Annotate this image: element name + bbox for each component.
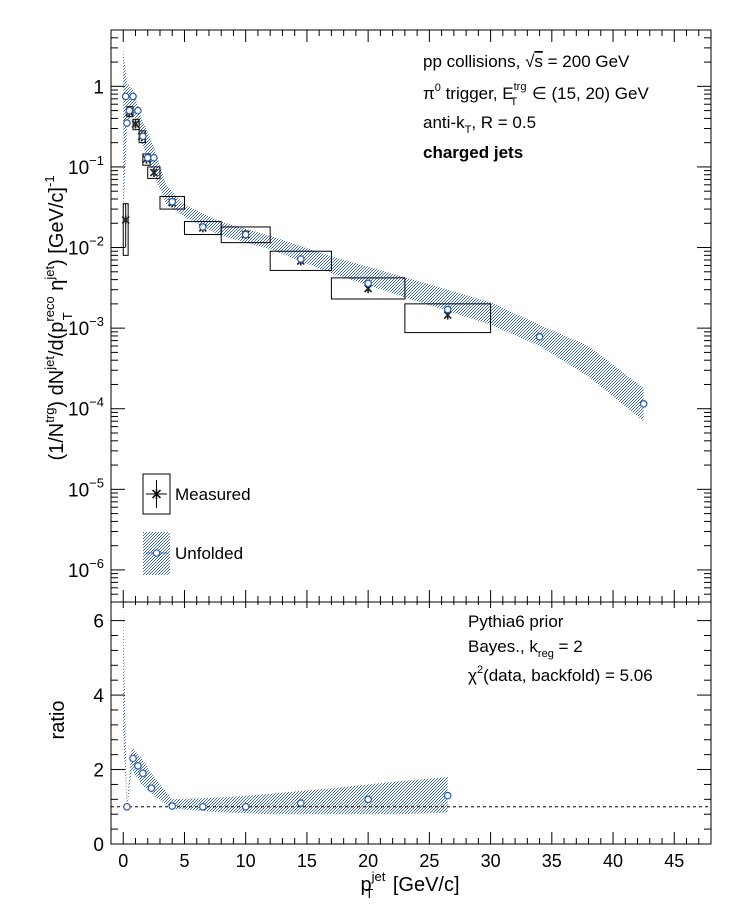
ratio-band-area	[123, 602, 448, 815]
bottom-panel-frame	[110, 601, 712, 845]
measured-point-5	[149, 168, 158, 178]
ratio-point-3	[139, 769, 147, 778]
unfolded-point-5	[139, 132, 147, 141]
ratio-points	[123, 754, 452, 811]
unfolded-point-15	[639, 400, 648, 408]
unfolded-point-10	[241, 230, 250, 239]
unfolded-point-8	[168, 197, 177, 206]
unfolded-point-2	[125, 106, 134, 115]
legend-measured-label: Measured	[175, 485, 251, 504]
ratio-point-7	[241, 802, 250, 811]
unfolded-point-11	[296, 255, 305, 263]
ratio-point-0	[123, 802, 131, 811]
annotation-charged-jets: charged jets	[423, 143, 523, 162]
axis-ticks	[111, 29, 711, 845]
y-tick-label-bottom-0: 0	[93, 835, 104, 856]
legend-unfolded-label: Unfolded	[175, 544, 243, 563]
y-tick-label-top-3: 10−3	[68, 314, 104, 340]
axis-tick-labels: 0 5 10 15 20 25 30 35 40 4510−610−510−410−310−210…	[68, 77, 684, 871]
y-tick-label-bottom-2: 4	[93, 686, 104, 707]
unfolded-band-ratio	[111, 602, 711, 815]
y-tick-label-top-0: 10−6	[68, 556, 104, 582]
measured-box-5	[147, 166, 161, 179]
measured-box-10	[330, 277, 406, 300]
annotation-bayes: Bayes., kreg = 2	[468, 637, 583, 660]
annotation-jet-algo: anti-kT, R = 0.5	[423, 113, 536, 136]
ratio-point-2	[134, 762, 142, 770]
annotation-trigger: π0 trigger, Etrg T ∈ (15, 20) GeV	[423, 81, 649, 108]
unfolded-band-top	[123, 47, 644, 422]
measured-systematic-boxes	[122, 106, 492, 334]
unfolded-point-4	[134, 106, 142, 115]
unfolded-point-0	[121, 92, 130, 101]
y-tick-label-bottom-1: 2	[93, 761, 104, 782]
ratio-point-5	[168, 802, 177, 810]
y-axis-label-bottom: ratio	[47, 701, 69, 740]
y-tick-label-top-4: 10−2	[68, 234, 104, 260]
x-tick-label-6: 30	[481, 851, 501, 871]
data-points-top	[121, 92, 648, 408]
annotation-prior: Pythia6 prior	[468, 612, 564, 631]
x-tick-label-5: 25	[419, 851, 439, 871]
x-tick-label-0: 0	[118, 851, 128, 871]
legend-measured-box	[142, 473, 171, 515]
legend-unfolded-marker	[152, 549, 161, 557]
measured-point-0	[121, 215, 130, 225]
x-tick-label-9: 45	[664, 851, 684, 871]
unfolded-point-3	[129, 92, 137, 101]
x-tick-label-2: 10	[236, 851, 256, 871]
ratio-point-8	[296, 799, 305, 807]
annotation-chi2: χ2(data, backfold) = 5.06	[468, 664, 653, 685]
ratio-point-1	[129, 754, 137, 763]
y-tick-label-top-6: 1	[93, 77, 104, 98]
x-axis-label: pjet T [GeV/c]	[360, 869, 459, 901]
unfolded-point-13	[443, 305, 452, 314]
y-axis-label-top: (1/Ntrg) dNjet/d(preco T ηjet) [GeV/c]-1	[42, 175, 75, 460]
unfolded-point-12	[364, 279, 372, 288]
y-tick-label-top-2: 10−4	[68, 395, 104, 421]
ratio-point-6	[199, 802, 207, 811]
unfolded-point-1	[123, 119, 131, 127]
measured-box-11	[404, 303, 492, 334]
annotation-collisions: pp collisions, √s = 200 GeV	[423, 52, 630, 71]
y-tick-label-top-1: 10−5	[68, 475, 104, 501]
x-tick-label-7: 35	[542, 851, 562, 871]
ratio-point-9	[364, 795, 372, 804]
unfolded-point-6	[143, 153, 152, 162]
ratio-point-10	[443, 791, 452, 800]
y-tick-label-top-5: 10−1	[68, 153, 104, 179]
top-panel-frame	[110, 29, 712, 603]
legend: Measured Unfolded	[142, 473, 251, 575]
unfolded-point-14	[535, 333, 544, 341]
measured-box-8	[220, 226, 271, 244]
x-tick-label-4: 20	[358, 851, 378, 871]
y-tick-label-bottom-3: 6	[93, 612, 104, 633]
ratio-point-4	[147, 784, 156, 792]
x-tick-label-8: 40	[603, 851, 623, 871]
measured-point-2	[131, 119, 140, 129]
unfolded-band-area	[123, 47, 644, 422]
measured-box-6	[159, 195, 185, 210]
measured-box-2	[132, 118, 140, 131]
legend-measured-marker	[151, 489, 162, 499]
unfolded-point-9	[199, 223, 207, 231]
x-tick-label-1: 5	[179, 851, 189, 871]
unfolded-point-7	[150, 153, 158, 162]
x-tick-label-3: 15	[297, 851, 317, 871]
measured-box-9	[269, 250, 332, 271]
